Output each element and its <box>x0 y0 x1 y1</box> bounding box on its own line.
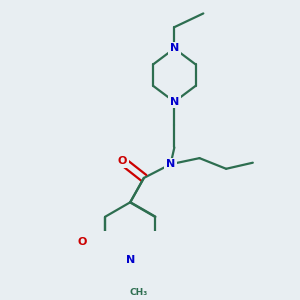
Text: O: O <box>78 237 87 247</box>
Text: O: O <box>118 156 127 166</box>
Text: N: N <box>126 255 135 265</box>
Text: CH₃: CH₃ <box>130 288 148 297</box>
Text: N: N <box>166 159 175 169</box>
Text: N: N <box>170 97 179 107</box>
Text: N: N <box>170 44 179 53</box>
